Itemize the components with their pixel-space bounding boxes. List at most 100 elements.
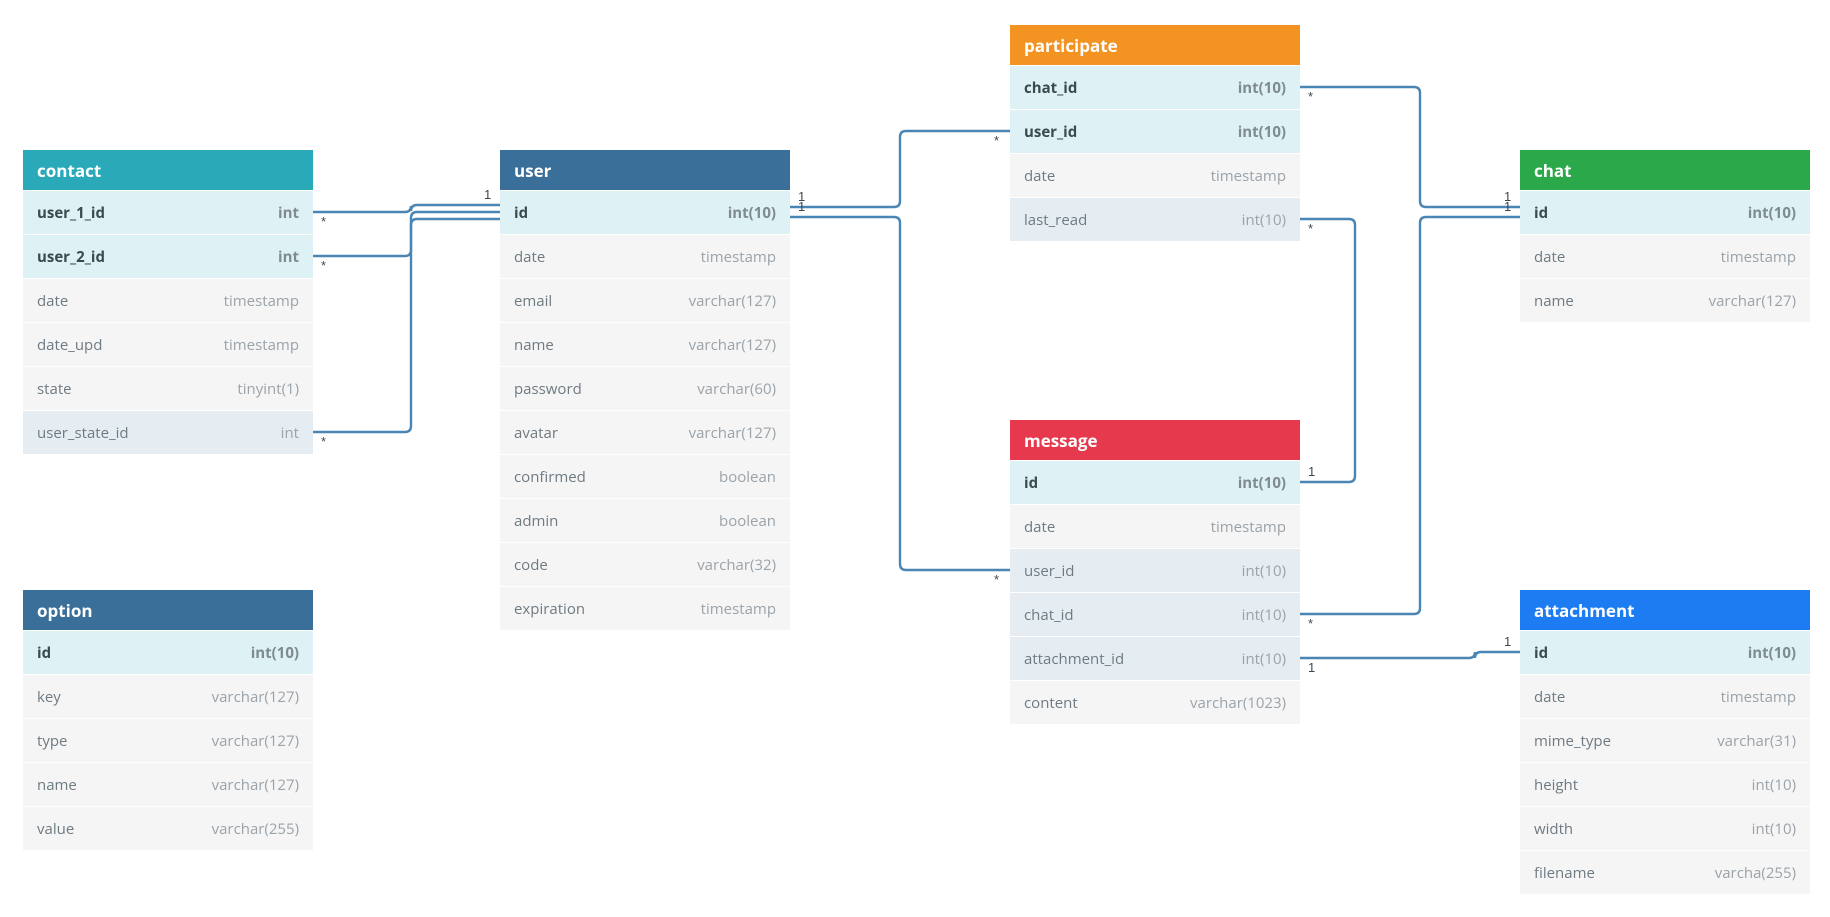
column-row[interactable]: namevarchar(127) bbox=[500, 322, 790, 366]
column-row[interactable]: keyvarchar(127) bbox=[23, 674, 313, 718]
entity-participate[interactable]: participatechat_idint(10)user_idint(10)d… bbox=[1010, 25, 1300, 241]
column-row[interactable]: datetimestamp bbox=[1520, 234, 1810, 278]
column-row[interactable]: idint(10) bbox=[23, 630, 313, 674]
column-row[interactable]: chat_idint(10) bbox=[1010, 65, 1300, 109]
column-name: last_read bbox=[1024, 210, 1087, 230]
column-row[interactable]: user_idint(10) bbox=[1010, 548, 1300, 592]
entity-header[interactable]: chat bbox=[1520, 150, 1810, 190]
column-row[interactable]: chat_idint(10) bbox=[1010, 592, 1300, 636]
entity-header[interactable]: user bbox=[500, 150, 790, 190]
cardinality-label: * bbox=[321, 214, 326, 229]
column-name: date bbox=[1534, 687, 1565, 707]
column-type: tinyint(1) bbox=[237, 379, 299, 399]
column-name: key bbox=[37, 687, 61, 707]
column-name: user_state_id bbox=[37, 423, 129, 443]
column-name: expiration bbox=[514, 599, 585, 619]
entity-message[interactable]: messageidint(10)datetimestampuser_idint(… bbox=[1010, 420, 1300, 724]
column-row[interactable]: content varchar(1023) bbox=[1010, 680, 1300, 724]
column-row[interactable]: emailvarchar(127) bbox=[500, 278, 790, 322]
column-row[interactable]: date timestamp bbox=[1520, 674, 1810, 718]
column-row[interactable]: expirationtimestamp bbox=[500, 586, 790, 630]
column-type: timestamp bbox=[1721, 247, 1796, 267]
column-row[interactable]: user_state_id int bbox=[23, 410, 313, 454]
entity-attachment[interactable]: attachmentidint(10) date timestamp mime_typ… bbox=[1520, 590, 1810, 894]
column-row[interactable]: idint(10) bbox=[1520, 630, 1810, 674]
column-name: email bbox=[514, 291, 552, 311]
entity-header[interactable]: message bbox=[1010, 420, 1300, 460]
entity-header[interactable]: option bbox=[23, 590, 313, 630]
column-type: timestamp bbox=[1721, 687, 1796, 707]
column-row[interactable]: user_idint(10) bbox=[1010, 109, 1300, 153]
column-name: width bbox=[1534, 819, 1573, 839]
column-row[interactable]: passwordvarchar(60) bbox=[500, 366, 790, 410]
column-row[interactable]: datetimestamp bbox=[1010, 153, 1300, 197]
column-name: name bbox=[37, 775, 77, 795]
column-name: date bbox=[514, 247, 545, 267]
column-type: timestamp bbox=[224, 291, 299, 311]
column-row[interactable]: typevarchar(127) bbox=[23, 718, 313, 762]
column-row[interactable]: avatarvarchar(127) bbox=[500, 410, 790, 454]
column-row[interactable]: adminboolean bbox=[500, 498, 790, 542]
column-name: chat_id bbox=[1024, 605, 1074, 625]
column-type: int(10) bbox=[1238, 122, 1286, 142]
entity-chat[interactable]: chatidint(10)datetimestampnamevarchar(12… bbox=[1520, 150, 1810, 322]
cardinality-label: 1 bbox=[798, 199, 805, 214]
column-row[interactable]: date_upd timestamp bbox=[23, 322, 313, 366]
column-name: date bbox=[37, 291, 68, 311]
column-name: state bbox=[37, 379, 72, 399]
column-row[interactable]: last_readint(10) bbox=[1010, 197, 1300, 241]
column-row[interactable]: namevarchar(127) bbox=[1520, 278, 1810, 322]
column-type: varchar(32) bbox=[697, 555, 776, 575]
column-row[interactable]: widthint(10) bbox=[1520, 806, 1810, 850]
column-row[interactable]: datetimestamp bbox=[500, 234, 790, 278]
column-row[interactable]: attachment_idint(10) bbox=[1010, 636, 1300, 680]
column-name: avatar bbox=[514, 423, 558, 443]
column-type: varcha(255) bbox=[1715, 863, 1796, 883]
entity-option[interactable]: optionidint(10)keyvarchar(127)typevarcha… bbox=[23, 590, 313, 850]
column-row[interactable]: datetimestamp bbox=[1010, 504, 1300, 548]
column-type: varchar(1023) bbox=[1190, 693, 1286, 713]
relationship-edge bbox=[1300, 217, 1520, 614]
column-type: timestamp bbox=[224, 335, 299, 355]
column-row[interactable]: codevarchar(32) bbox=[500, 542, 790, 586]
column-type: varchar(255) bbox=[212, 819, 299, 839]
cardinality-label: 1 bbox=[1308, 464, 1315, 479]
column-name: height bbox=[1534, 775, 1578, 795]
entity-header[interactable]: contact bbox=[23, 150, 313, 190]
column-row[interactable]: date timestamp bbox=[23, 278, 313, 322]
column-type: int bbox=[278, 203, 299, 223]
column-row[interactable]: heightint(10) bbox=[1520, 762, 1810, 806]
column-row[interactable]: idint(10) bbox=[1010, 460, 1300, 504]
column-row[interactable]: namevarchar(127) bbox=[23, 762, 313, 806]
entity-contact[interactable]: contactuser_1_idintuser_2_idintdate times… bbox=[23, 150, 313, 454]
column-name: name bbox=[1534, 291, 1574, 311]
column-type: int(10) bbox=[1748, 643, 1796, 663]
column-name: date_upd bbox=[37, 335, 102, 355]
column-type: varchar(127) bbox=[689, 335, 776, 355]
column-type: varchar(60) bbox=[697, 379, 776, 399]
column-name: chat_id bbox=[1024, 78, 1077, 98]
column-row[interactable]: mime_typevarchar(31) bbox=[1520, 718, 1810, 762]
column-row[interactable]: user_2_idint bbox=[23, 234, 313, 278]
relationship-edge bbox=[313, 219, 500, 432]
column-type: int bbox=[281, 423, 299, 443]
column-row[interactable]: filename varcha(255) bbox=[1520, 850, 1810, 894]
column-name: date bbox=[1024, 517, 1055, 537]
column-name: filename bbox=[1534, 863, 1595, 883]
column-row[interactable]: confirmedboolean bbox=[500, 454, 790, 498]
column-row[interactable]: value varchar(255) bbox=[23, 806, 313, 850]
column-name: date bbox=[1024, 166, 1055, 186]
entity-header[interactable]: attachment bbox=[1520, 590, 1810, 630]
relationship-edge bbox=[1300, 652, 1520, 658]
column-name: value bbox=[37, 819, 74, 839]
column-name: id bbox=[1534, 203, 1548, 223]
column-type: boolean bbox=[719, 467, 776, 487]
column-row[interactable]: idint(10) bbox=[1520, 190, 1810, 234]
column-name: content bbox=[1024, 693, 1078, 713]
column-row[interactable]: idint(10) bbox=[500, 190, 790, 234]
entity-user[interactable]: useridint(10)datetimestampemailvarchar(1… bbox=[500, 150, 790, 630]
column-row[interactable]: state tinyint(1) bbox=[23, 366, 313, 410]
entity-header[interactable]: participate bbox=[1010, 25, 1300, 65]
cardinality-label: 1 bbox=[484, 187, 491, 202]
column-row[interactable]: user_1_idint bbox=[23, 190, 313, 234]
